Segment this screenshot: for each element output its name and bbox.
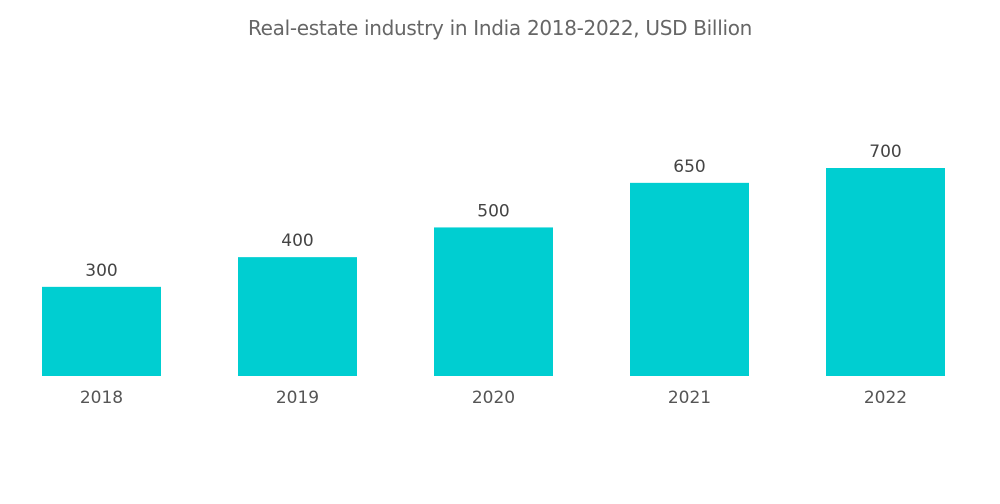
value-label-2019: 400 (281, 231, 313, 251)
category-labels-group: 2018 2019 2020 2021 2022 (80, 388, 907, 408)
value-label-2021: 650 (673, 157, 705, 177)
bar-2019 (238, 257, 357, 376)
bar-2021 (630, 182, 749, 376)
bar-2022 (826, 168, 945, 376)
category-label-2022: 2022 (864, 388, 907, 408)
value-label-2022: 700 (869, 142, 901, 162)
bars-group (42, 168, 945, 376)
chart-title: Real-estate industry in India 2018-2022,… (247, 16, 753, 40)
category-label-2018: 2018 (80, 388, 123, 408)
value-labels-group: 300 400 500 650 700 (85, 142, 901, 281)
value-label-2018: 300 (85, 261, 117, 281)
category-label-2020: 2020 (472, 388, 515, 408)
category-label-2019: 2019 (276, 388, 319, 408)
value-label-2020: 500 (477, 201, 509, 221)
bar-2020 (434, 227, 553, 376)
bar-2018 (42, 286, 161, 376)
category-label-2021: 2021 (668, 388, 711, 408)
